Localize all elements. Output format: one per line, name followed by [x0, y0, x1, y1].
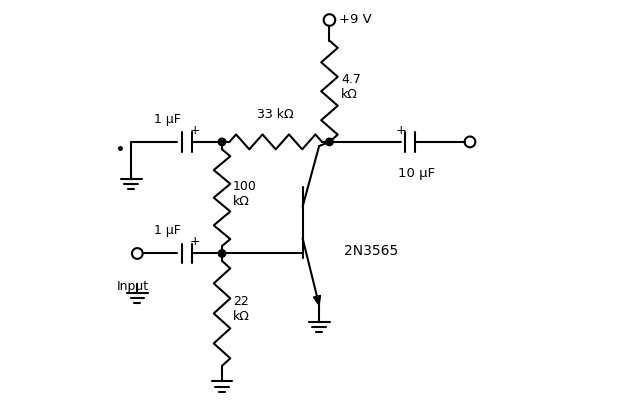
Text: Input: Input: [117, 280, 149, 293]
Polygon shape: [313, 295, 321, 305]
Circle shape: [219, 250, 226, 257]
Circle shape: [219, 138, 226, 146]
Circle shape: [326, 138, 333, 146]
Text: 33 kΩ: 33 kΩ: [258, 108, 294, 121]
Text: 1 µF: 1 µF: [154, 224, 181, 237]
Text: 1 µF: 1 µF: [154, 113, 181, 126]
Text: 100
kΩ: 100 kΩ: [232, 180, 256, 208]
Text: 2N3565: 2N3565: [344, 244, 398, 258]
Text: +: +: [190, 124, 200, 137]
Text: 4.7
kΩ: 4.7 kΩ: [341, 73, 361, 101]
Text: +: +: [190, 235, 200, 248]
Text: 10 µF: 10 µF: [398, 167, 435, 180]
Text: 22
kΩ: 22 kΩ: [232, 295, 249, 323]
Text: +: +: [396, 124, 406, 137]
Text: +9 V: +9 V: [338, 13, 371, 27]
